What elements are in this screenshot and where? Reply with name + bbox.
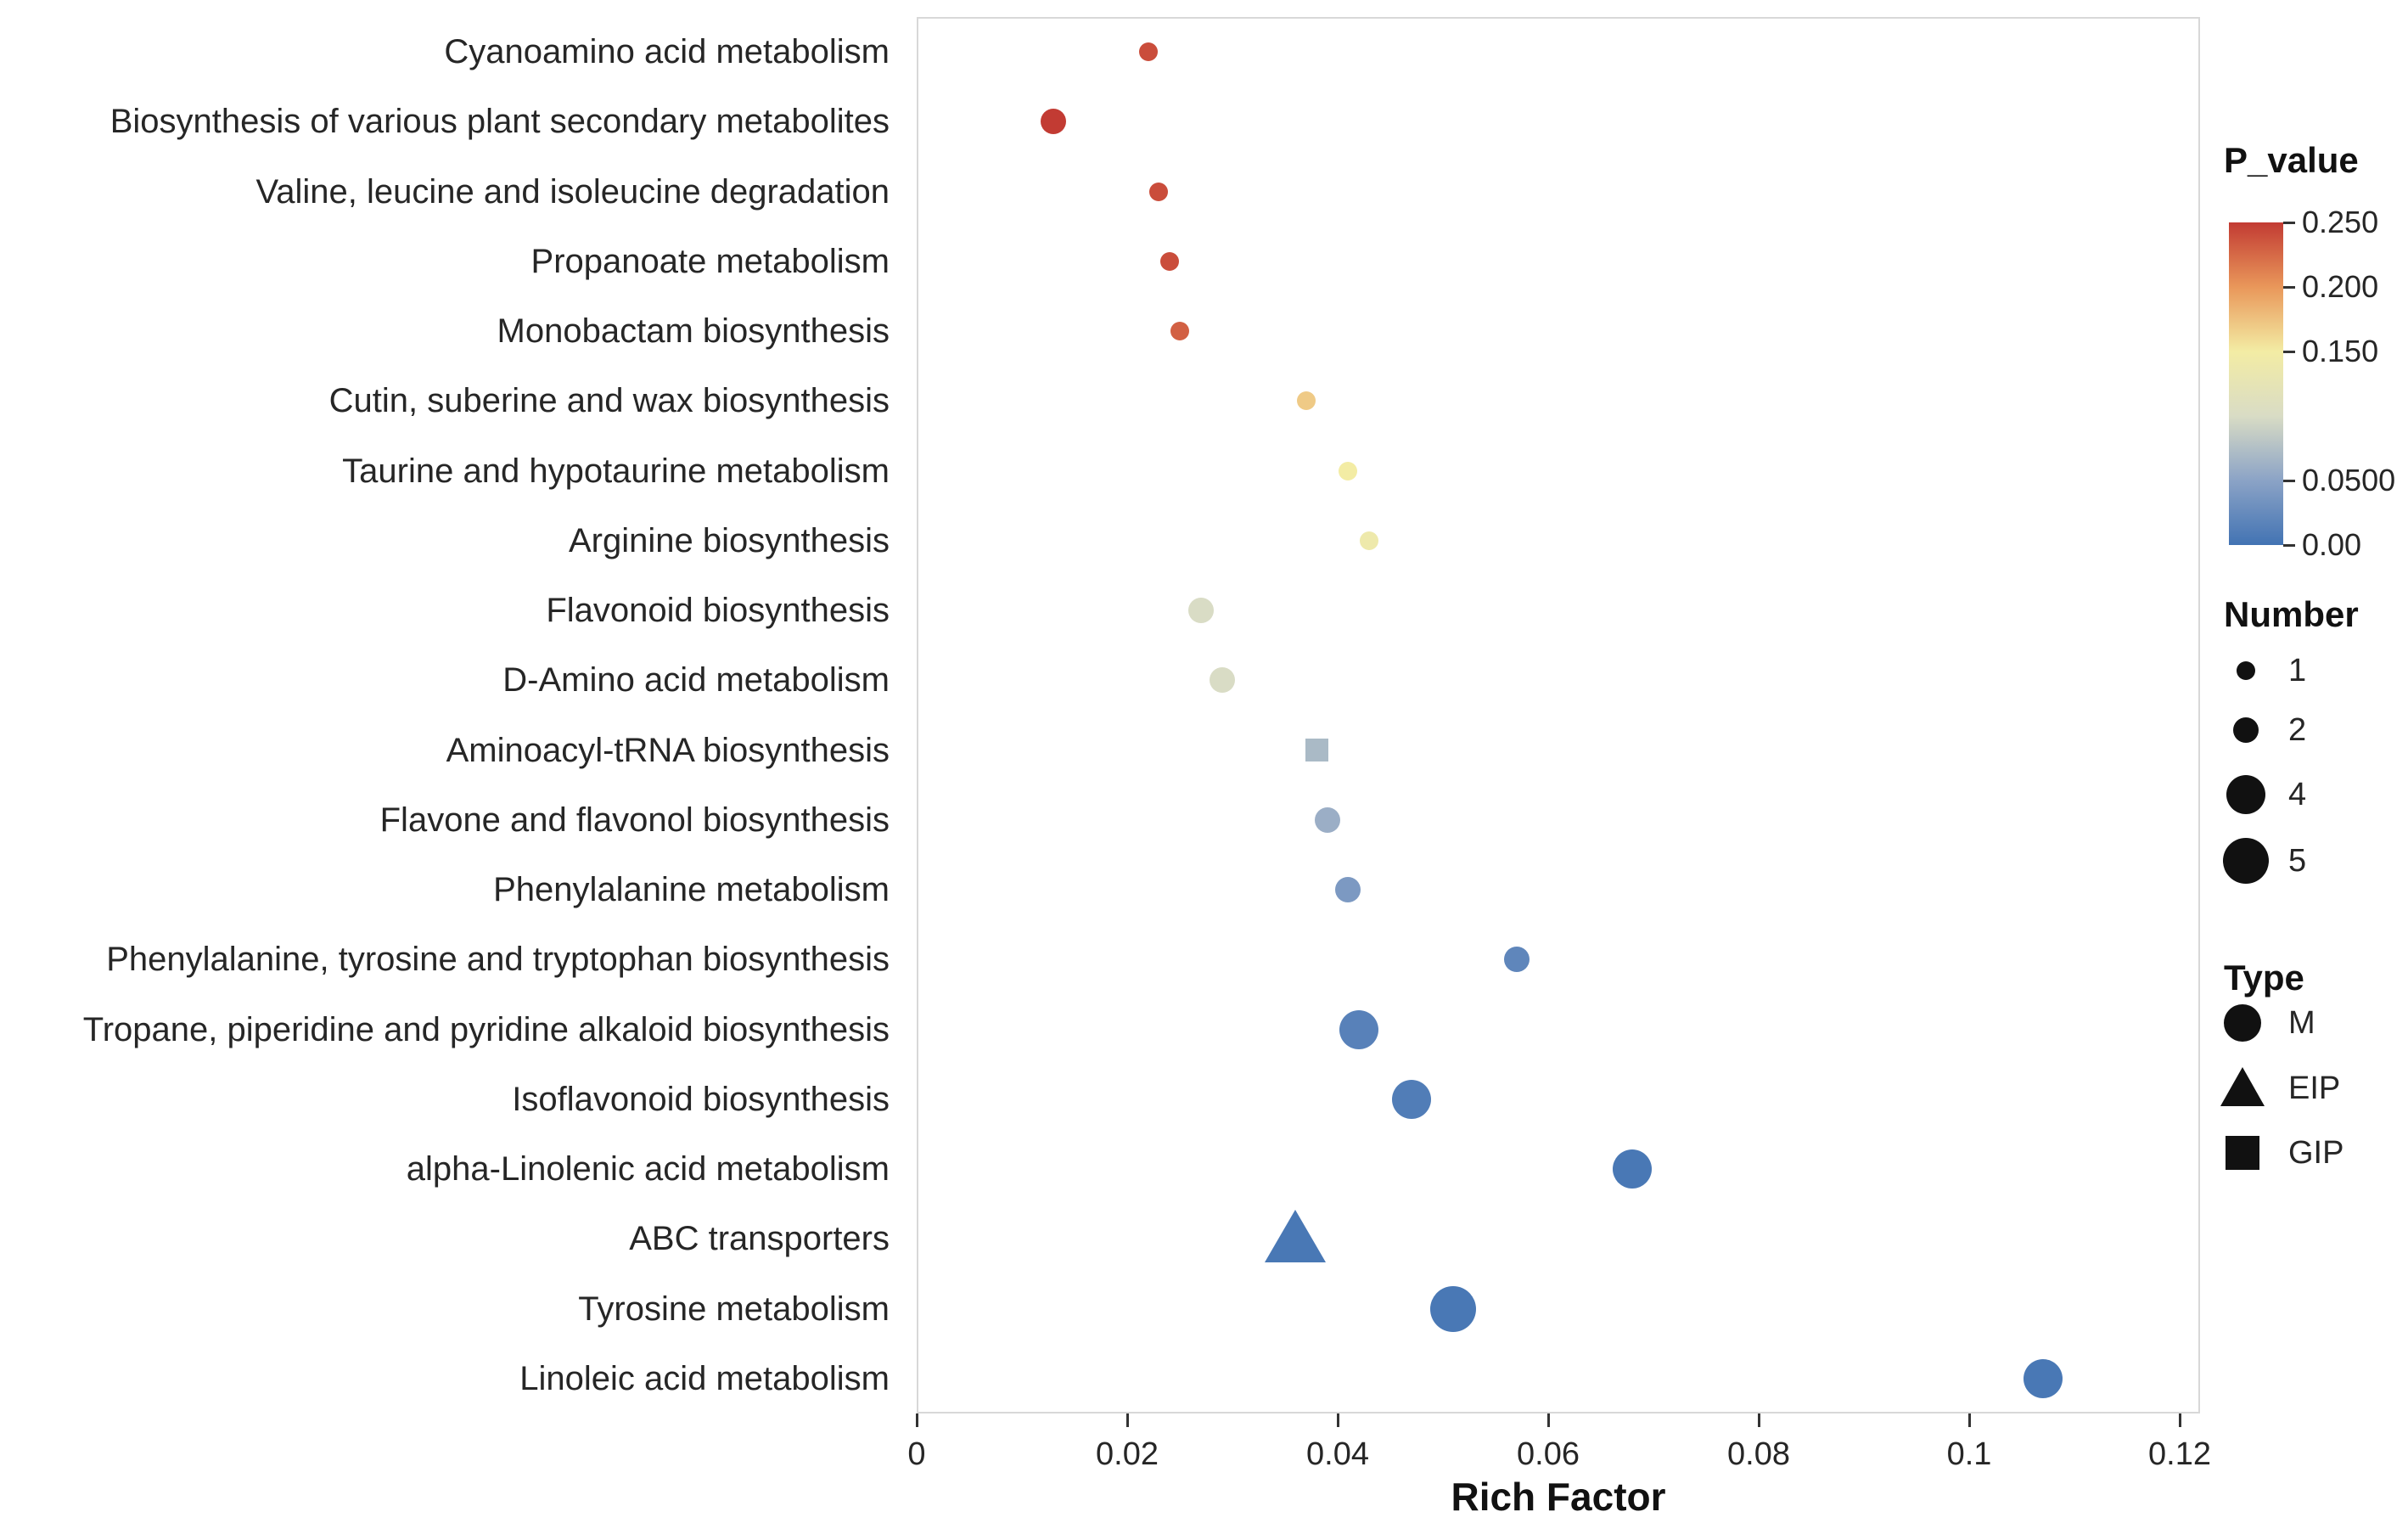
y-axis-category-label: Taurine and hypotaurine metabolism — [342, 452, 890, 490]
number-legend-label: 2 — [2288, 712, 2307, 748]
p-value-tick-label: 0.150 — [2302, 334, 2379, 368]
data-point-circle — [1138, 42, 1158, 62]
x-axis-tick-label: 0.04 — [1306, 1436, 1369, 1472]
y-axis-category-label: Flavonoid biosynthesis — [546, 592, 890, 630]
number-legend-label: 5 — [2288, 843, 2307, 879]
y-axis-category-label: alpha-Linolenic acid metabolism — [406, 1150, 890, 1189]
legend-number-title: Number — [2224, 594, 2359, 634]
x-axis-tick-mark — [915, 1413, 918, 1427]
number-legend-dot — [2237, 661, 2255, 680]
x-axis-tick-mark — [1125, 1413, 1129, 1427]
data-point-circle — [1170, 322, 1189, 341]
y-axis-category-label: Monobactam biosynthesis — [497, 312, 890, 351]
type-legend-circle-icon — [2224, 1004, 2261, 1042]
number-legend-dot — [2223, 838, 2269, 884]
data-point-circle — [2023, 1358, 2063, 1398]
y-axis-category-label: ABC transporters — [629, 1220, 890, 1258]
y-axis-category-label: Valine, leucine and isoleucine degradati… — [255, 172, 890, 211]
x-axis-tick-mark — [2178, 1413, 2181, 1427]
legend-pvalue-title: P_value — [2224, 140, 2359, 180]
number-legend-label: 4 — [2288, 777, 2307, 812]
data-point-circle — [1503, 947, 1530, 973]
x-axis-tick-label: 0.1 — [1946, 1436, 1992, 1472]
x-axis-title: Rich Factor — [1451, 1475, 1666, 1519]
data-point-circle — [1314, 806, 1340, 833]
p-value-tick-mark — [2283, 221, 2295, 224]
number-legend-dot — [2233, 717, 2259, 743]
p-value-tick-label: 0.250 — [2302, 205, 2379, 239]
p-value-tick-mark — [2283, 479, 2295, 482]
data-point-circle — [1339, 461, 1358, 481]
y-axis-category-label: Linoleic acid metabolism — [519, 1359, 890, 1397]
p-value-tick-mark — [2283, 285, 2295, 289]
y-axis-category-label: Tropane, piperidine and pyridine alkaloi… — [82, 1010, 890, 1048]
number-legend-label: 1 — [2288, 653, 2307, 688]
plot-panel — [917, 17, 2200, 1413]
type-legend-triangle-icon — [2220, 1067, 2265, 1106]
x-axis-tick-mark — [1757, 1413, 1760, 1427]
x-axis-tick-label: 0 — [907, 1436, 926, 1472]
data-point-square — [1305, 739, 1328, 762]
p-value-tick-mark — [2283, 350, 2295, 353]
type-legend-label: GIP — [2288, 1135, 2344, 1171]
data-point-circle — [1149, 182, 1169, 201]
x-axis-tick-mark — [1336, 1413, 1339, 1427]
data-point-circle — [1041, 109, 1067, 135]
y-axis-category-label: Arginine biosynthesis — [569, 521, 890, 559]
type-legend-label: M — [2288, 1005, 2315, 1041]
type-legend-square-icon — [2226, 1136, 2259, 1170]
x-axis-tick-label: 0.08 — [1727, 1436, 1790, 1472]
data-point-circle — [1613, 1149, 1653, 1189]
x-axis-tick-label: 0.06 — [1517, 1436, 1580, 1472]
p-value-gradient-bar — [2229, 222, 2283, 545]
y-axis-category-label: Propanoate metabolism — [530, 242, 890, 280]
y-axis-category-label: Cyanoamino acid metabolism — [444, 33, 890, 71]
y-axis-category-label: Phenylalanine metabolism — [493, 871, 890, 909]
type-legend-label: EIP — [2288, 1071, 2341, 1106]
p-value-tick-label: 0.0500 — [2302, 463, 2396, 497]
x-axis-tick-mark — [1967, 1413, 1971, 1427]
y-axis-category-label: Isoflavonoid biosynthesis — [512, 1080, 890, 1118]
y-axis-category-label: Tyrosine metabolism — [578, 1290, 890, 1328]
data-point-circle — [1159, 251, 1179, 271]
data-point-circle — [1430, 1285, 1477, 1332]
y-axis-category-label: Aminoacyl-tRNA biosynthesis — [446, 731, 890, 769]
data-point-circle — [1296, 391, 1316, 411]
data-point-circle — [1391, 1079, 1431, 1119]
data-point-triangle — [1265, 1210, 1327, 1263]
x-axis-tick-label: 0.02 — [1096, 1436, 1159, 1472]
legend-type-title: Type — [2224, 958, 2304, 998]
x-axis-tick-label: 0.12 — [2148, 1436, 2211, 1472]
y-axis-category-label: Biosynthesis of various plant secondary … — [109, 103, 890, 141]
y-axis-category-label: D-Amino acid metabolism — [502, 661, 890, 700]
y-axis-category-label: Cutin, suberine and wax biosynthesis — [328, 382, 890, 420]
p-value-tick-mark — [2283, 543, 2295, 547]
p-value-tick-label: 0.00 — [2302, 527, 2362, 562]
y-axis-category-label: Phenylalanine, tyrosine and tryptophan b… — [106, 941, 890, 979]
number-legend-dot — [2226, 775, 2265, 814]
data-point-circle — [1209, 667, 1235, 694]
y-axis-category-label: Flavone and flavonol biosynthesis — [379, 801, 890, 839]
p-value-tick-label: 0.200 — [2302, 269, 2379, 304]
data-point-circle — [1187, 598, 1214, 624]
data-point-circle — [1339, 1009, 1378, 1049]
x-axis-tick-mark — [1546, 1413, 1550, 1427]
data-point-circle — [1360, 531, 1379, 550]
data-point-circle — [1335, 877, 1361, 903]
